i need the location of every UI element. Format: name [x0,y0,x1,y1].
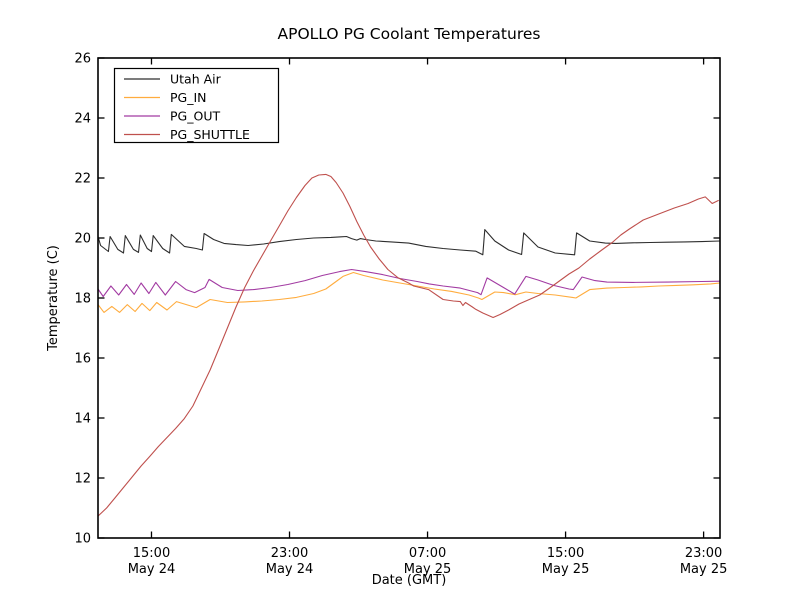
y-tick-label: 20 [74,232,91,247]
x-tick-label-date: May 25 [680,562,728,577]
x-tick-label-date: May 25 [404,562,452,577]
legend-label-pg-shuttle: PG_SHUTTLE [170,127,250,142]
legend: Utah Air PG_IN PG_OUT PG_SHUTTLE [113,67,280,144]
plot-frame [97,57,721,539]
legend-box [113,67,280,144]
y-axis-label: Temperature (C) [46,245,61,352]
y-tick-label: 24 [74,112,91,127]
y-tick-label: 26 [74,52,91,67]
chart-title: APOLLO PG Coolant Temperatures [278,25,541,43]
y-tick-label: 18 [74,292,91,307]
y-tick-label: 14 [74,412,91,427]
x-axis-label: Date (GMT) [372,573,447,588]
x-tick-label-date: May 24 [128,562,176,577]
y-tick-label: 22 [74,172,91,187]
series-line-utah-air [97,229,721,256]
legend-label-utah-air: Utah Air [170,72,222,87]
x-tick-label-time: 15:00 [133,546,170,561]
series-line-pg-out [97,268,721,298]
y-tick-label: 10 [74,532,91,547]
series-line-pg-in [97,271,721,313]
legend-label-pg-in: PG_IN [170,90,207,105]
x-tick-label-time: 07:00 [409,546,446,561]
y-tick-label: 12 [74,472,91,487]
series-line-pg-shuttle [97,173,719,517]
legend-label-pg-out: PG_OUT [170,109,220,124]
plot-series [97,173,721,517]
y-tick-label: 16 [74,352,91,367]
x-tick-label-date: May 24 [266,562,314,577]
x-tick-label-date: May 25 [542,562,590,577]
x-tick-label-time: 15:00 [547,546,584,561]
x-tick-label-time: 23:00 [271,546,308,561]
x-tick-label-time: 23:00 [685,546,722,561]
